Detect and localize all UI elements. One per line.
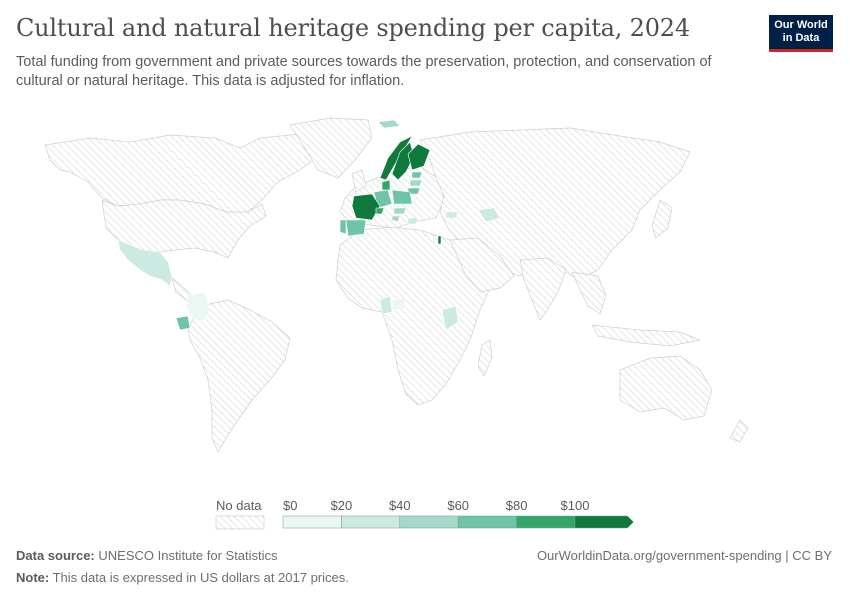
legend-ticks: $0 $20 $40 $60 $80 $100 [283, 498, 589, 513]
country-uzbekistan[interactable] [477, 207, 501, 223]
legend-bin-4[interactable] [516, 515, 576, 529]
landmass-uk [351, 169, 367, 193]
legend-tick-label: $80 [506, 498, 528, 513]
legend: No data $0 $20 $40 $60 $80 $100 [215, 498, 634, 530]
legend-no-data-swatch [215, 515, 265, 530]
owid-logo[interactable]: Our World in Data [769, 15, 833, 52]
country-denmark[interactable] [381, 179, 391, 191]
legend-tick-label: $100 [561, 498, 590, 513]
landmass-japan [651, 199, 673, 239]
country-ecuador[interactable] [175, 315, 191, 331]
country-bulgaria[interactable] [407, 217, 419, 225]
data-countries [117, 119, 501, 331]
country-portugal[interactable] [339, 219, 347, 235]
legend-tick-label: $0 [283, 498, 297, 513]
country-poland[interactable] [391, 189, 413, 205]
chart-subtitle: Total funding from government and privat… [16, 54, 712, 89]
landmass-arabia [449, 237, 515, 293]
note-label: Note: [16, 570, 50, 585]
legend-tick-label: $60 [447, 498, 469, 513]
logo-line-1: Our World [774, 19, 828, 31]
country-finland[interactable] [407, 143, 431, 171]
country-israel[interactable] [437, 235, 442, 245]
chart-title: Cultural and natural heritage spending p… [16, 14, 690, 42]
landmass-indonesia [591, 324, 702, 347]
country-mexico[interactable] [117, 239, 173, 287]
country-spain[interactable] [345, 219, 367, 237]
landmass-alaska-canada [44, 133, 331, 213]
country-latvia[interactable] [409, 179, 423, 187]
world-map [44, 117, 749, 453]
legend-bin-3[interactable] [457, 515, 517, 529]
data-source-text[interactable]: UNESCO Institute for Statistics [98, 548, 278, 563]
country-hungary[interactable] [393, 207, 407, 215]
legend-tick-label: $40 [389, 498, 411, 513]
landmass-greenland [289, 117, 373, 179]
landmass-madagascar [477, 339, 493, 377]
country-estonia[interactable] [411, 171, 423, 179]
country-central-african-rep[interactable] [391, 297, 407, 311]
legend-no-data-label: No data [216, 498, 262, 513]
note: Note: This data is expressed in US dolla… [16, 570, 349, 585]
country-iceland[interactable] [377, 119, 401, 129]
legend-bin-2[interactable] [399, 515, 459, 529]
data-source-label: Data source: [16, 548, 95, 563]
country-norway[interactable] [379, 135, 413, 181]
credit-link[interactable]: OurWorldinData.org/government-spending |… [536, 548, 832, 563]
country-kenya[interactable] [441, 305, 459, 331]
legend-bin-1[interactable] [341, 515, 401, 529]
logo-line-2: in Data [782, 32, 820, 44]
logo-red-bar [769, 49, 833, 52]
landmass-india [519, 257, 567, 321]
note-text: This data is expressed in US dollars at … [52, 570, 349, 585]
country-cameroon[interactable] [379, 295, 393, 315]
country-france[interactable] [351, 193, 381, 221]
landmass-new-zealand [729, 419, 749, 443]
landmass-australia [619, 355, 713, 421]
legend-tick-label: $20 [331, 498, 353, 513]
data-source: Data source: UNESCO Institute for Statis… [16, 548, 278, 563]
legend-bin-0[interactable] [282, 515, 342, 529]
country-switzerland[interactable] [375, 207, 385, 215]
country-colombia[interactable] [185, 291, 211, 323]
legend-bin-5[interactable] [574, 515, 634, 529]
landmass-south-america [187, 299, 291, 453]
legend-bins [282, 515, 634, 529]
country-georgia[interactable] [445, 211, 459, 219]
landmass-southeast-asia [571, 271, 607, 315]
country-croatia[interactable] [391, 215, 401, 223]
